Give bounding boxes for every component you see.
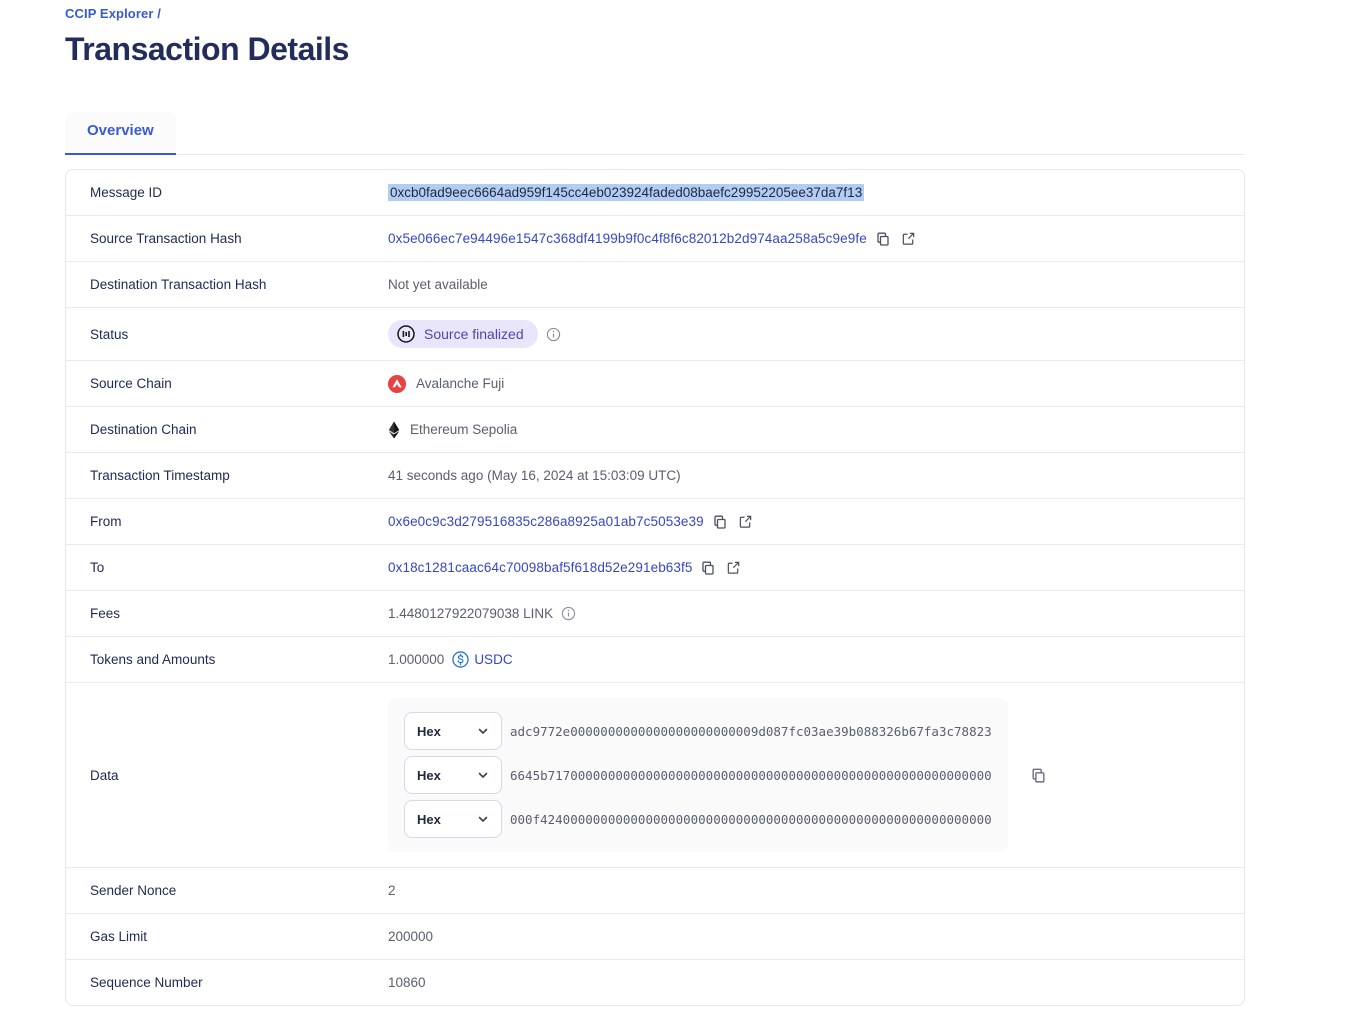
sequence-number-label: Sequence Number [90, 975, 203, 990]
token-amount-value: 1.000000 [388, 652, 445, 667]
data-format-select-3[interactable]: Hex [404, 800, 502, 838]
avalanche-fuji-icon [388, 374, 406, 393]
row-dest-chain: Destination Chain Ethereum Sepolia [66, 407, 1244, 453]
copy-icon [875, 231, 891, 247]
copy-icon [700, 560, 716, 576]
row-source-tx-hash: Source Transaction Hash 0x5e066ec7e94496… [66, 216, 1244, 262]
row-status: Status Source finalized [66, 308, 1244, 361]
page-title: Transaction Details [65, 31, 349, 67]
copy-to-address-button[interactable] [700, 560, 716, 576]
row-source-chain: Source Chain Avalanche Fuji [66, 361, 1244, 407]
dest-tx-hash-label: Destination Transaction Hash [90, 277, 267, 292]
data-hex-box: Hex adc9772e0000000000000000000000009d08… [388, 698, 1008, 852]
open-from-address-button[interactable] [738, 514, 753, 529]
dest-tx-hash-value: Not yet available [388, 277, 488, 292]
copy-source-tx-hash-button[interactable] [875, 231, 891, 247]
fees-info-button[interactable] [561, 606, 576, 621]
message-id-label: Message ID [90, 185, 163, 200]
open-source-tx-hash-button[interactable] [901, 231, 916, 246]
data-hex-line-3: 000f424000000000000000000000000000000000… [510, 811, 992, 827]
status-label: Status [90, 326, 129, 342]
fees-value: 1.4480127922079038 LINK [388, 606, 554, 621]
data-format-select-1[interactable]: Hex [404, 712, 502, 750]
tab-overview[interactable]: Overview [65, 112, 176, 155]
row-message-id: Message ID 0xcb0fad9eec6664ad959f145cc4e… [66, 170, 1244, 216]
breadcrumb-ccip-explorer-link[interactable]: CCIP Explorer [65, 6, 154, 21]
dest-chain-value: Ethereum Sepolia [410, 422, 518, 437]
external-link-icon [901, 231, 916, 246]
timestamp-label: Transaction Timestamp [90, 468, 230, 483]
row-timestamp: Transaction Timestamp 41 seconds ago (Ma… [66, 453, 1244, 499]
data-format-value: Hex [417, 723, 441, 739]
breadcrumb: CCIP Explorer / [65, 6, 1245, 21]
status-progress-icon [396, 324, 416, 344]
row-dest-tx-hash: Destination Transaction Hash Not yet ava… [66, 262, 1244, 308]
data-format-value: Hex [417, 767, 441, 783]
ethereum-sepolia-icon [388, 421, 400, 439]
token-symbol-label: USDC [474, 652, 513, 667]
fees-label: Fees [90, 606, 121, 621]
status-info-button[interactable] [546, 327, 561, 342]
source-chain-label: Source Chain [90, 376, 172, 391]
data-line: Hex 000f42400000000000000000000000000000… [404, 800, 992, 838]
external-link-icon [726, 560, 741, 575]
row-to: To 0x18c1281caac64c70098baf5f618d52e291e… [66, 545, 1244, 591]
dest-chain-label: Destination Chain [90, 422, 197, 437]
timestamp-value: 41 seconds ago (May 16, 2024 at 15:03:09… [388, 468, 681, 483]
info-icon [561, 606, 576, 621]
row-sequence-number: Sequence Number 10860 [66, 960, 1244, 1005]
copy-from-address-button[interactable] [712, 514, 728, 530]
transaction-details-card: Message ID 0xcb0fad9eec6664ad959f145cc4e… [65, 169, 1245, 1006]
copy-icon [712, 514, 728, 530]
row-fees: Fees 1.4480127922079038 LINK [66, 591, 1244, 637]
sender-nonce-label: Sender Nonce [90, 883, 177, 898]
chevron-down-icon [477, 813, 489, 825]
data-line: Hex adc9772e0000000000000000000000009d08… [404, 712, 992, 750]
data-hex-line-2: 6645b71700000000000000000000000000000000… [510, 767, 992, 783]
data-hex-line-1: adc9772e0000000000000000000000009d087fc0… [510, 723, 992, 739]
tab-bar: Overview [65, 112, 1245, 155]
open-to-address-button[interactable] [726, 560, 741, 575]
copy-icon [1030, 767, 1047, 784]
data-label: Data [90, 767, 119, 783]
sender-nonce-value: 2 [388, 883, 396, 898]
gas-limit-label: Gas Limit [90, 929, 148, 944]
message-id-value: 0xcb0fad9eec6664ad959f145cc4eb023924fade… [388, 184, 865, 201]
chevron-down-icon [477, 769, 489, 781]
data-format-value: Hex [417, 811, 441, 827]
external-link-icon [738, 514, 753, 529]
source-tx-hash-link[interactable]: 0x5e066ec7e94496e1547c368df4199b9f0c4f8f… [388, 231, 867, 246]
chevron-down-icon [477, 725, 489, 737]
source-chain-value: Avalanche Fuji [416, 376, 505, 391]
usdc-token-icon [452, 651, 470, 668]
status-badge: Source finalized [388, 320, 538, 348]
data-line: Hex 6645b7170000000000000000000000000000… [404, 756, 992, 794]
tokens-amounts-label: Tokens and Amounts [90, 652, 216, 667]
copy-data-button[interactable] [1030, 767, 1047, 784]
status-badge-text: Source finalized [424, 326, 524, 342]
row-data: Data Hex adc9772e00000000000000000000000… [66, 683, 1244, 868]
row-tokens-amounts: Tokens and Amounts 1.000000 USDC [66, 637, 1244, 683]
to-address-link[interactable]: 0x18c1281caac64c70098baf5f618d52e291eb63… [388, 560, 693, 575]
source-tx-hash-label: Source Transaction Hash [90, 231, 242, 246]
row-from: From 0x6e0c9c3d279516835c286a8925a01ab7c… [66, 499, 1244, 545]
to-label: To [90, 560, 105, 575]
data-format-select-2[interactable]: Hex [404, 756, 502, 794]
from-label: From [90, 514, 122, 529]
sequence-number-value: 10860 [388, 975, 426, 990]
token-usdc-link[interactable]: USDC [452, 651, 513, 668]
from-address-link[interactable]: 0x6e0c9c3d279516835c286a8925a01ab7c5053e… [388, 514, 704, 529]
info-icon [546, 327, 561, 342]
row-gas-limit: Gas Limit 200000 [66, 914, 1244, 960]
breadcrumb-separator: / [157, 6, 161, 21]
gas-limit-value: 200000 [388, 929, 434, 944]
row-sender-nonce: Sender Nonce 2 [66, 868, 1244, 914]
